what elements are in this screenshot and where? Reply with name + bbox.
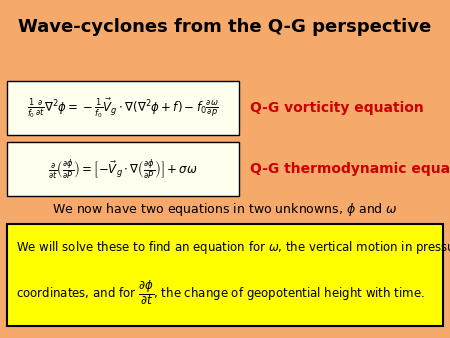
Text: $\frac{1}{f_0}\frac{\partial}{\partial t}\nabla^2\phi = -\frac{1}{f_0}\vec{V}_g : $\frac{1}{f_0}\frac{\partial}{\partial t… [27, 96, 219, 120]
FancyBboxPatch shape [7, 224, 443, 326]
Text: We will solve these to find an equation for $\omega$, the vertical motion in pre: We will solve these to find an equation … [16, 239, 450, 256]
Text: We now have two equations in two unknowns, $\phi$ and $\omega$: We now have two equations in two unknown… [52, 201, 398, 218]
Text: Q-G vorticity equation: Q-G vorticity equation [250, 101, 424, 115]
Text: Q-G thermodynamic equation: Q-G thermodynamic equation [250, 162, 450, 176]
FancyBboxPatch shape [7, 142, 239, 196]
Text: coordinates, and for $\dfrac{\partial\phi}{\partial t}$, the change of geopotent: coordinates, and for $\dfrac{\partial\ph… [16, 279, 425, 307]
Text: Wave-cyclones from the Q-G perspective: Wave-cyclones from the Q-G perspective [18, 18, 432, 36]
Text: $\frac{\partial}{\partial t}\left(\frac{\partial\phi}{\partial P}\right) = \left: $\frac{\partial}{\partial t}\left(\frac{… [48, 157, 198, 181]
FancyBboxPatch shape [7, 81, 239, 135]
